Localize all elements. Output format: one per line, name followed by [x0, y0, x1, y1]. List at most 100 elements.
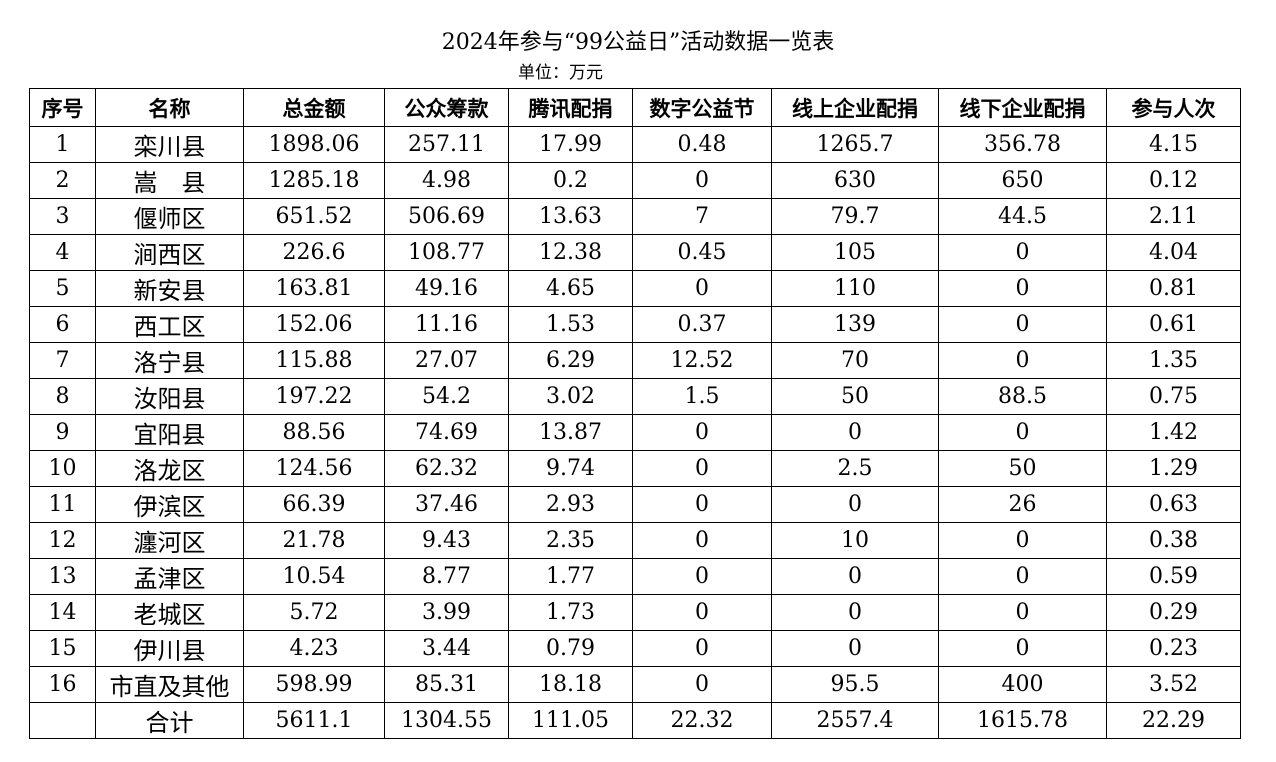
cell-index: 16	[29, 666, 96, 703]
cell-tencent-match: 0.79	[508, 630, 633, 667]
cell-index: 14	[29, 594, 96, 631]
column-header-digital-charity-festival: 数字公益节	[632, 88, 772, 127]
cell-public-fundraising: 37.46	[384, 486, 509, 523]
cell-name: 洛宁县	[95, 342, 244, 379]
cell-tencent-match: 3.02	[508, 378, 633, 415]
cell-participants: 0.75	[1106, 378, 1241, 415]
cell-online-enterprise-match: 0	[771, 558, 939, 595]
cell-participants: 0.63	[1106, 486, 1241, 523]
cell-name: 西工区	[95, 306, 244, 343]
cell-public-fundraising: 4.98	[384, 162, 509, 199]
cell-public-fundraising: 506.69	[384, 198, 509, 235]
cell-name: 伊川县	[95, 630, 244, 667]
cell-offline-enterprise-match: 356.78	[938, 126, 1107, 163]
cell-offline-enterprise-match: 0	[938, 594, 1107, 631]
cell-digital-charity-festival: 0.37	[632, 306, 772, 343]
column-header-index: 序号	[29, 88, 96, 127]
cell-tencent-match: 1.53	[508, 306, 633, 343]
cell-offline-enterprise-match: 0	[938, 630, 1107, 667]
cell-digital-charity-festival: 0	[632, 162, 772, 199]
cell-offline-enterprise-match: 400	[938, 666, 1107, 703]
table-row: 5 新安县 163.81 49.16 4.65 0 110 0 0.81	[29, 270, 1241, 307]
cell-online-enterprise-match: 1265.7	[771, 126, 939, 163]
cell-digital-charity-festival: 0	[632, 558, 772, 595]
data-table: 序号 名称 总金额 公众筹款 腾讯配捐 数字公益节 线上企业配捐 线下企业配捐 参与人次 1 栾川…	[29, 88, 1241, 739]
cell-online-enterprise-match: 0	[771, 486, 939, 523]
cell-index: 3	[29, 198, 96, 235]
cell-index: 2	[29, 162, 96, 199]
cell-index: 7	[29, 342, 96, 379]
cell-total-amount: 5.72	[243, 594, 385, 631]
column-header-tencent-match: 腾讯配捐	[508, 88, 633, 127]
cell-offline-enterprise-match: 26	[938, 486, 1107, 523]
table-row: 11 伊滨区 66.39 37.46 2.93 0 0 26 0.63	[29, 486, 1241, 523]
cell-public-fundraising: 3.99	[384, 594, 509, 631]
table-row: 9 宜阳县 88.56 74.69 13.87 0 0 0 1.42	[29, 414, 1241, 451]
table-header: 序号 名称 总金额 公众筹款 腾讯配捐 数字公益节 线上企业配捐 线下企业配捐 参与人次	[29, 88, 1241, 127]
cell-tencent-match: 2.93	[508, 486, 633, 523]
cell-total-amount: 598.99	[243, 666, 385, 703]
cell-total-amount: 152.06	[243, 306, 385, 343]
cell-name: 老城区	[95, 594, 244, 631]
cell-total-amount: 1898.06	[243, 126, 385, 163]
cell-digital-charity-festival: 0	[632, 630, 772, 667]
table-row: 8 汝阳县 197.22 54.2 3.02 1.5 50 88.5 0.75	[29, 378, 1241, 415]
total-cell-digital-charity-festival: 22.32	[632, 702, 772, 739]
cell-online-enterprise-match: 630	[771, 162, 939, 199]
cell-name: 市直及其他	[95, 666, 244, 703]
cell-name: 洛龙区	[95, 450, 244, 487]
cell-offline-enterprise-match: 50	[938, 450, 1107, 487]
table-row: 6 西工区 152.06 11.16 1.53 0.37 139 0 0.61	[29, 306, 1241, 343]
cell-total-amount: 197.22	[243, 378, 385, 415]
cell-online-enterprise-match: 50	[771, 378, 939, 415]
cell-online-enterprise-match: 2.5	[771, 450, 939, 487]
header-row: 序号 名称 总金额 公众筹款 腾讯配捐 数字公益节 线上企业配捐 线下企业配捐 参与人次	[29, 88, 1241, 127]
cell-index: 12	[29, 522, 96, 559]
cell-online-enterprise-match: 105	[771, 234, 939, 271]
cell-public-fundraising: 54.2	[384, 378, 509, 415]
cell-name: 涧西区	[95, 234, 244, 271]
cell-index: 1	[29, 126, 96, 163]
cell-participants: 4.04	[1106, 234, 1241, 271]
cell-name: 栾川县	[95, 126, 244, 163]
cell-tencent-match: 0.2	[508, 162, 633, 199]
table-row: 10 洛龙区 124.56 62.32 9.74 0 2.5 50 1.29	[29, 450, 1241, 487]
cell-participants: 3.52	[1106, 666, 1241, 703]
cell-offline-enterprise-match: 0	[938, 522, 1107, 559]
table-row: 7 洛宁县 115.88 27.07 6.29 12.52 70 0 1.35	[29, 342, 1241, 379]
cell-total-amount: 115.88	[243, 342, 385, 379]
cell-name: 瀍河区	[95, 522, 244, 559]
cell-digital-charity-festival: 12.52	[632, 342, 772, 379]
cell-offline-enterprise-match: 0	[938, 342, 1107, 379]
cell-online-enterprise-match: 0	[771, 414, 939, 451]
table-row: 1 栾川县 1898.06 257.11 17.99 0.48 1265.7 356.78 4.…	[29, 126, 1241, 163]
cell-online-enterprise-match: 0	[771, 630, 939, 667]
cell-tencent-match: 13.63	[508, 198, 633, 235]
cell-total-amount: 651.52	[243, 198, 385, 235]
cell-name: 嵩 县	[95, 162, 244, 199]
cell-online-enterprise-match: 95.5	[771, 666, 939, 703]
cell-public-fundraising: 108.77	[384, 234, 509, 271]
cell-digital-charity-festival: 0	[632, 486, 772, 523]
cell-tencent-match: 2.35	[508, 522, 633, 559]
cell-index: 5	[29, 270, 96, 307]
cell-participants: 0.38	[1106, 522, 1241, 559]
cell-public-fundraising: 257.11	[384, 126, 509, 163]
cell-index: 11	[29, 486, 96, 523]
cell-participants: 0.23	[1106, 630, 1241, 667]
cell-participants: 0.29	[1106, 594, 1241, 631]
cell-name: 新安县	[95, 270, 244, 307]
cell-online-enterprise-match: 139	[771, 306, 939, 343]
table-row: 15 伊川县 4.23 3.44 0.79 0 0 0 0.23	[29, 630, 1241, 667]
cell-offline-enterprise-match: 650	[938, 162, 1107, 199]
cell-name: 汝阳县	[95, 378, 244, 415]
cell-tencent-match: 12.38	[508, 234, 633, 271]
cell-total-amount: 21.78	[243, 522, 385, 559]
cell-total-amount: 1285.18	[243, 162, 385, 199]
cell-offline-enterprise-match: 0	[938, 558, 1107, 595]
cell-name: 孟津区	[95, 558, 244, 595]
total-cell-online-enterprise-match: 2557.4	[771, 702, 939, 739]
cell-name: 宜阳县	[95, 414, 244, 451]
column-header-total-amount: 总金额	[243, 88, 385, 127]
cell-digital-charity-festival: 0	[632, 522, 772, 559]
